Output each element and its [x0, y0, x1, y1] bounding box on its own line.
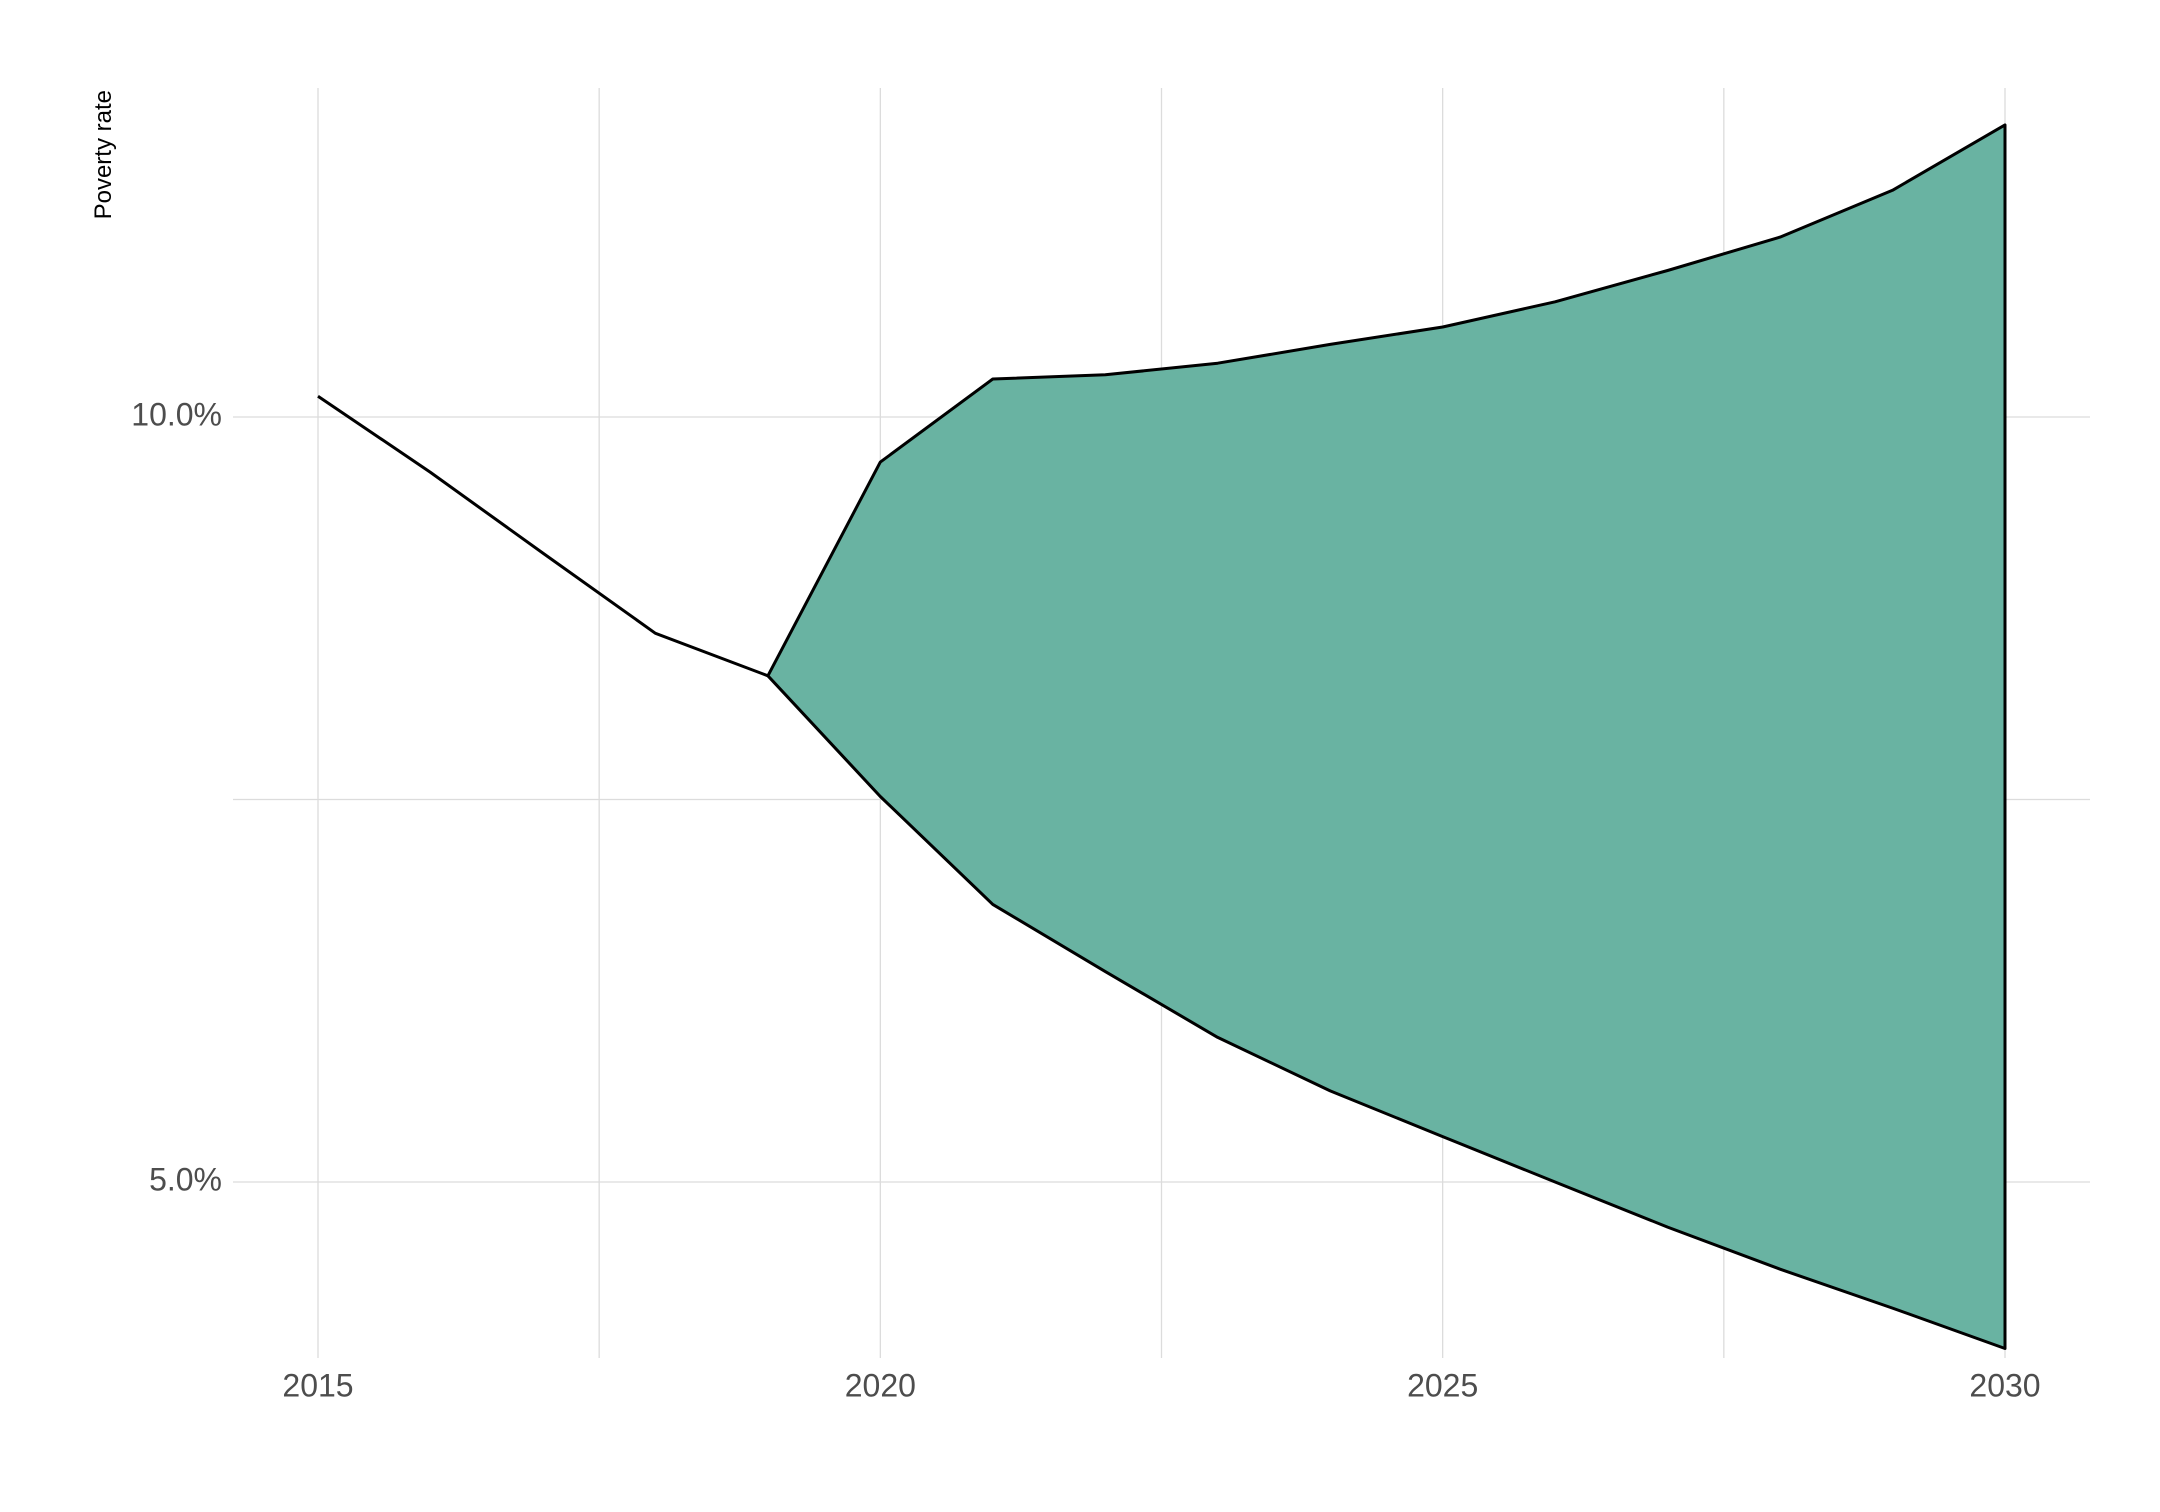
x-tick-label: 2030: [1969, 1367, 2040, 1403]
x-tick-label: 2015: [282, 1367, 353, 1403]
axes: 2015 2020 2025 2030 5.0% 10.0%: [131, 396, 2040, 1403]
x-tick-label: 2020: [845, 1367, 916, 1403]
plot-area: [317, 123, 2007, 1350]
history-line: [317, 394, 769, 678]
x-tick-label: 2025: [1407, 1367, 1478, 1403]
y-axis-title: Poverty rate: [90, 90, 117, 219]
y-tick-label: 5.0%: [149, 1161, 222, 1197]
y-tick-label: 10.0%: [131, 396, 222, 432]
projection-band-area: [766, 123, 2007, 1350]
